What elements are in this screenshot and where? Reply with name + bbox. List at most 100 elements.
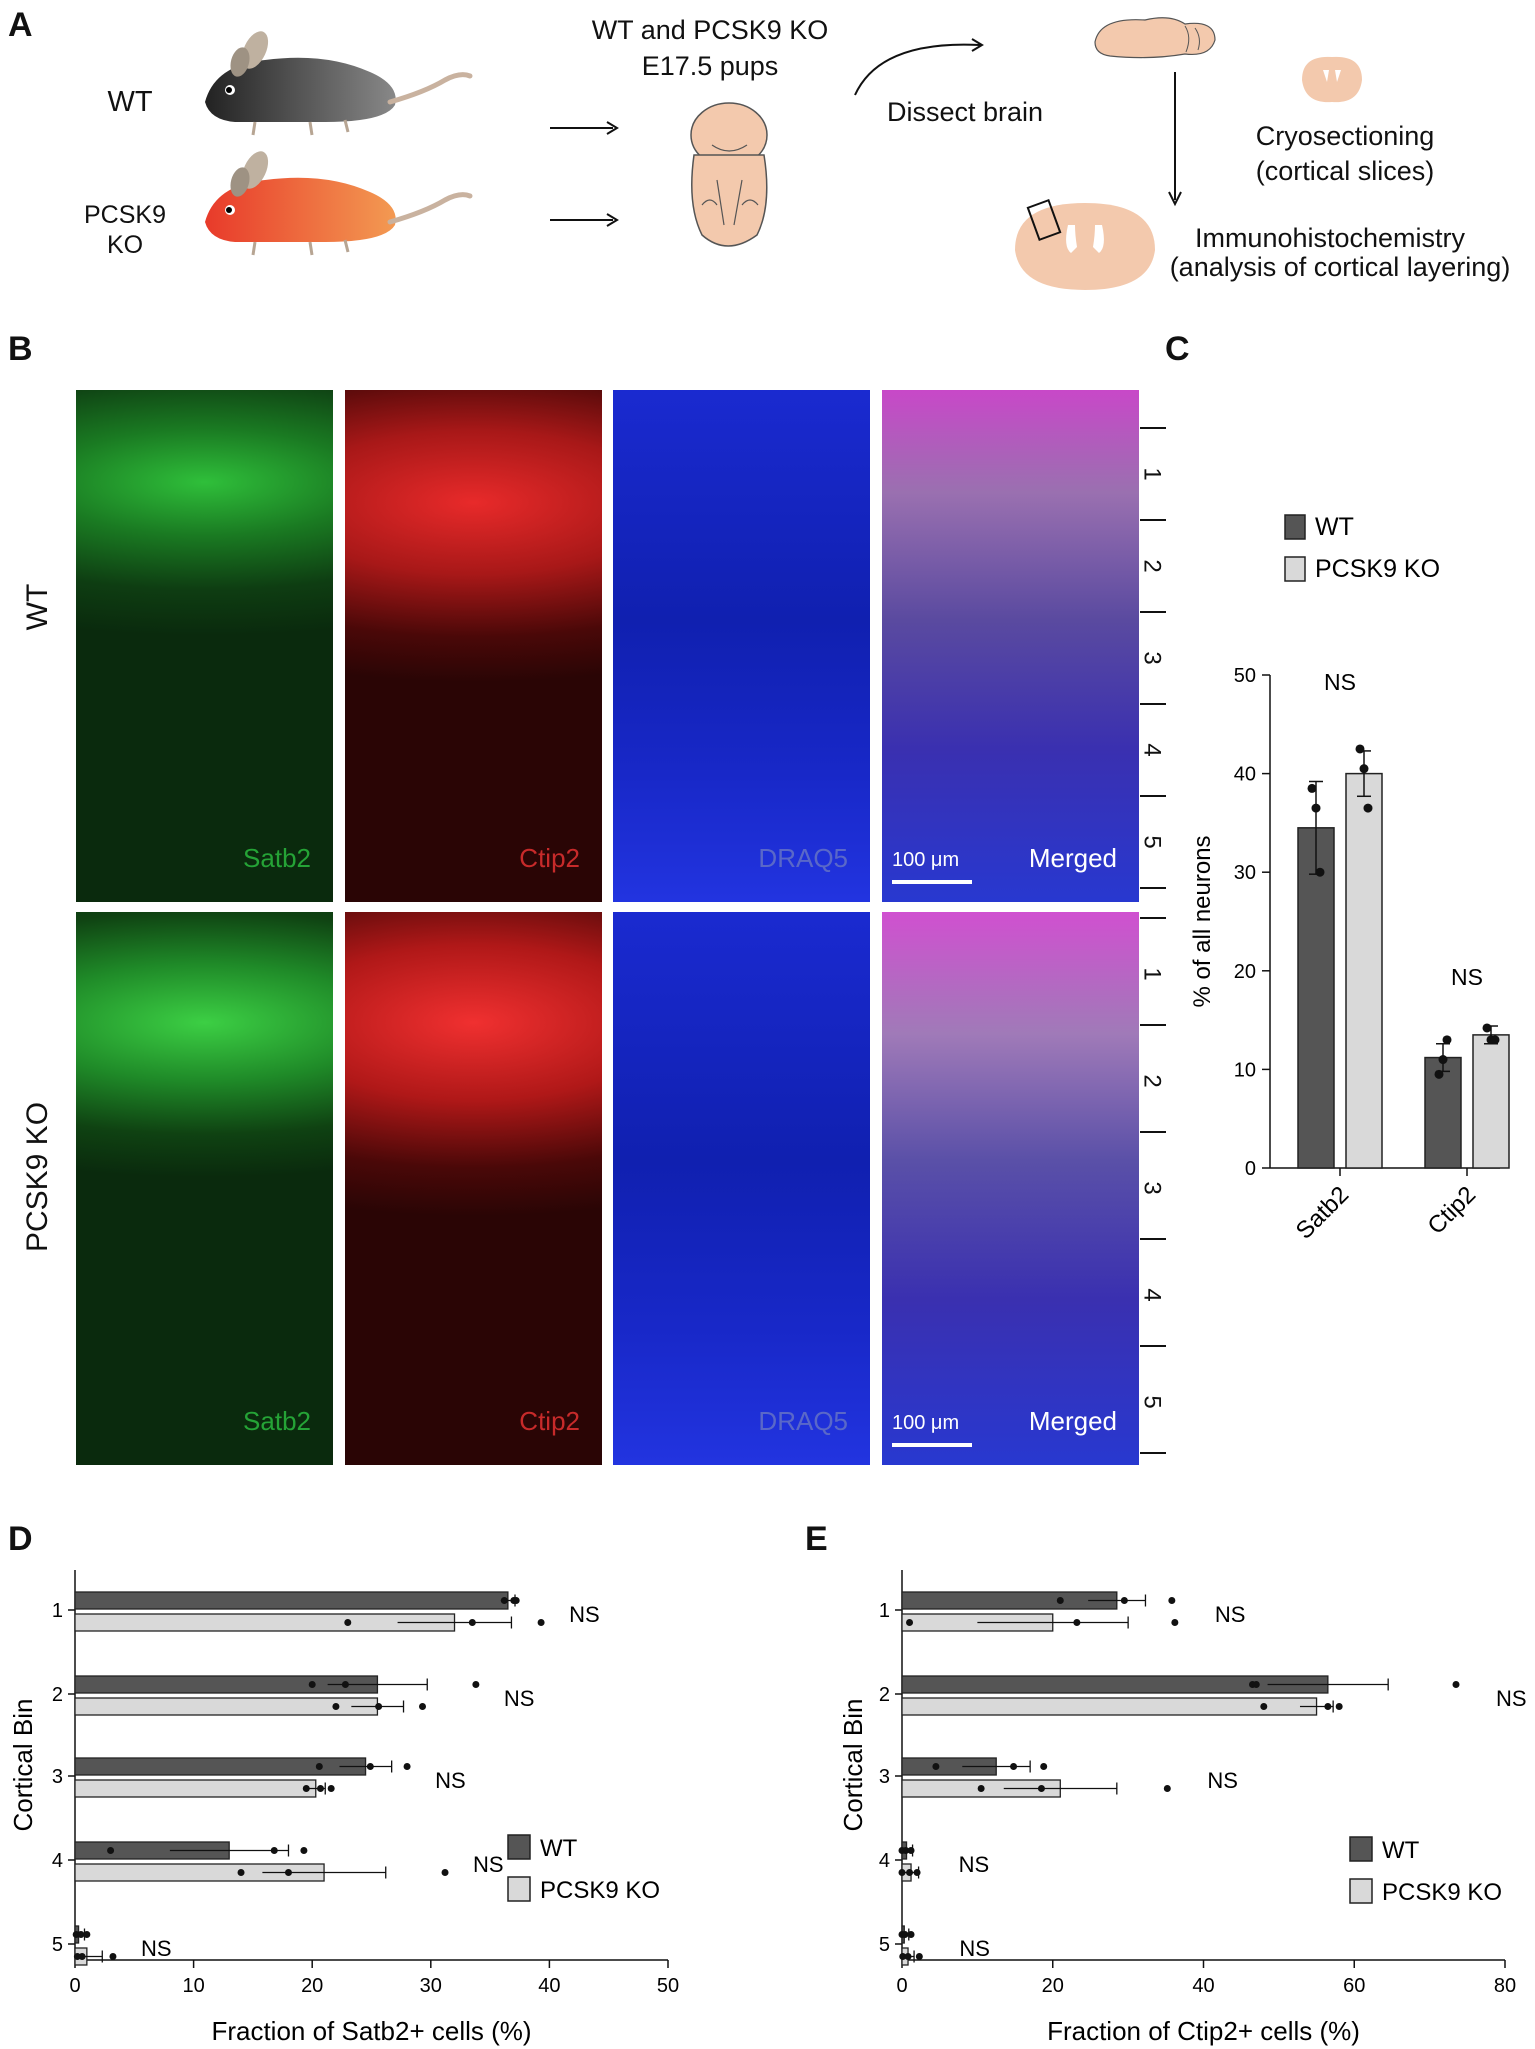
y-tick-label: 3	[52, 1766, 63, 1788]
channel-label: Satb2	[243, 843, 311, 873]
ihc-label-line2: (analysis of cortical layering)	[1169, 252, 1511, 282]
y-tick-label: 10	[1234, 1059, 1256, 1081]
data-point	[1307, 783, 1317, 793]
layer-ticks-wt	[1140, 427, 1166, 889]
data-point	[913, 1869, 921, 1876]
y-tick-label: 4	[879, 1850, 890, 1872]
channel-label: Ctip2	[519, 1406, 580, 1436]
micrograph-wt-satb2: Satb2	[76, 390, 333, 902]
y-tick-label: 40	[1234, 764, 1256, 786]
data-point	[472, 1681, 480, 1688]
x-tick-label: Ctip2	[1423, 1181, 1482, 1240]
data-point	[109, 1953, 117, 1960]
data-point	[1335, 1703, 1343, 1710]
scale-bar-label: 100 μm	[892, 849, 960, 871]
data-point	[500, 1597, 508, 1604]
significance-label: NS	[569, 1602, 600, 1627]
significance-label: NS	[504, 1686, 535, 1711]
significance-label: NS	[1215, 1602, 1246, 1627]
legend-label: WT	[1382, 1837, 1420, 1864]
wt-label: WT	[107, 86, 153, 118]
data-point	[1037, 1785, 1045, 1792]
brain-icon	[1094, 17, 1216, 59]
scale-bar-label: 100 μm	[892, 1412, 960, 1434]
wt-mouse-icon	[205, 31, 473, 136]
data-point	[977, 1785, 985, 1792]
x-tick-label: 40	[1192, 1975, 1214, 1997]
data-point	[107, 1847, 115, 1854]
data-point	[1324, 1703, 1332, 1710]
legend-swatch	[507, 1834, 531, 1860]
layer-number: 3	[1138, 651, 1166, 665]
bar	[901, 1675, 1329, 1694]
data-point	[1056, 1597, 1064, 1604]
arrows-to-pups	[550, 121, 619, 227]
data-point	[512, 1597, 520, 1604]
significance-label: NS	[141, 1936, 172, 1961]
data-point	[1442, 1035, 1452, 1045]
data-point	[1311, 803, 1321, 813]
layer-number: 3	[1138, 1181, 1166, 1195]
data-point	[302, 1785, 310, 1792]
data-point	[327, 1785, 335, 1792]
legend-swatch	[1349, 1878, 1373, 1904]
chart-e: 0 20 40 60 80 Fraction of Ctip2+ cells (%) Cor…	[838, 1570, 1527, 2046]
data-point	[1040, 1763, 1048, 1770]
layer-number: 2	[1138, 559, 1166, 573]
layer-number: 1	[1138, 467, 1166, 481]
legend-label: PCSK9 KO	[1382, 1879, 1502, 1906]
y-tick-label: 20	[1234, 961, 1256, 983]
data-point	[1171, 1619, 1179, 1626]
micrograph-ko-satb2: Satb2	[76, 912, 333, 1465]
x-tick-label: 30	[420, 1975, 442, 1997]
significance-label: NS	[1496, 1686, 1527, 1711]
y-tick-label: 3	[879, 1766, 890, 1788]
arrow-right-icon	[550, 121, 619, 135]
y-tick-label: 5	[879, 1934, 890, 1956]
legend-swatch	[1284, 556, 1306, 582]
micrograph-ko-ctip2: Ctip2	[345, 912, 602, 1465]
data-point	[77, 1931, 85, 1938]
y-tick-label: 50	[1234, 665, 1256, 687]
bar	[74, 1613, 456, 1632]
data-point	[1438, 1055, 1448, 1065]
x-tick-label: 0	[896, 1975, 907, 1997]
panel-letter-a: A	[8, 6, 33, 44]
bar	[901, 1591, 1118, 1610]
y-tick-label: 1	[52, 1600, 63, 1622]
cryo-label-line2: (cortical slices)	[1255, 156, 1435, 186]
x-tick-label: 0	[69, 1975, 80, 1997]
data-point	[1252, 1681, 1260, 1688]
data-point	[366, 1763, 374, 1770]
bar	[1345, 772, 1383, 1169]
channel-label: Merged	[1028, 1406, 1117, 1436]
bar	[1472, 1034, 1510, 1169]
arrow-right-icon	[550, 213, 619, 227]
data-point	[902, 1847, 910, 1854]
data-point	[1315, 867, 1325, 877]
data-point	[315, 1763, 323, 1770]
data-point	[1355, 744, 1365, 754]
x-tick-label: 80	[1494, 1975, 1516, 1997]
x-tick-label: 10	[182, 1975, 204, 1997]
data-point	[537, 1619, 545, 1626]
data-point	[418, 1703, 426, 1710]
scale-bar-icon	[892, 880, 972, 884]
dissect-label: Dissect brain	[886, 97, 1044, 127]
micrograph-wt-merged: Merged 100 μm	[882, 390, 1139, 902]
pups-title-line2: E17.5 pups	[641, 51, 779, 81]
data-point	[1010, 1763, 1018, 1770]
data-point	[1168, 1597, 1176, 1604]
channel-label: Satb2	[243, 1406, 311, 1436]
y-tick-label: 5	[52, 1934, 63, 1956]
y-tick-label: 0	[1245, 1158, 1256, 1180]
layer-number: 4	[1138, 1288, 1166, 1302]
data-point	[375, 1703, 383, 1710]
legend-swatch	[1284, 514, 1306, 540]
scale-bar-icon	[892, 1443, 972, 1447]
legend-swatch	[1349, 1836, 1373, 1862]
micrograph-wt-ctip2: Ctip2	[345, 390, 602, 902]
legend-label: PCSK9 KO	[1315, 555, 1440, 583]
x-tick-label: Satb2	[1291, 1181, 1354, 1244]
ihc-label-line1: Immunohistochemistry	[1194, 223, 1466, 253]
